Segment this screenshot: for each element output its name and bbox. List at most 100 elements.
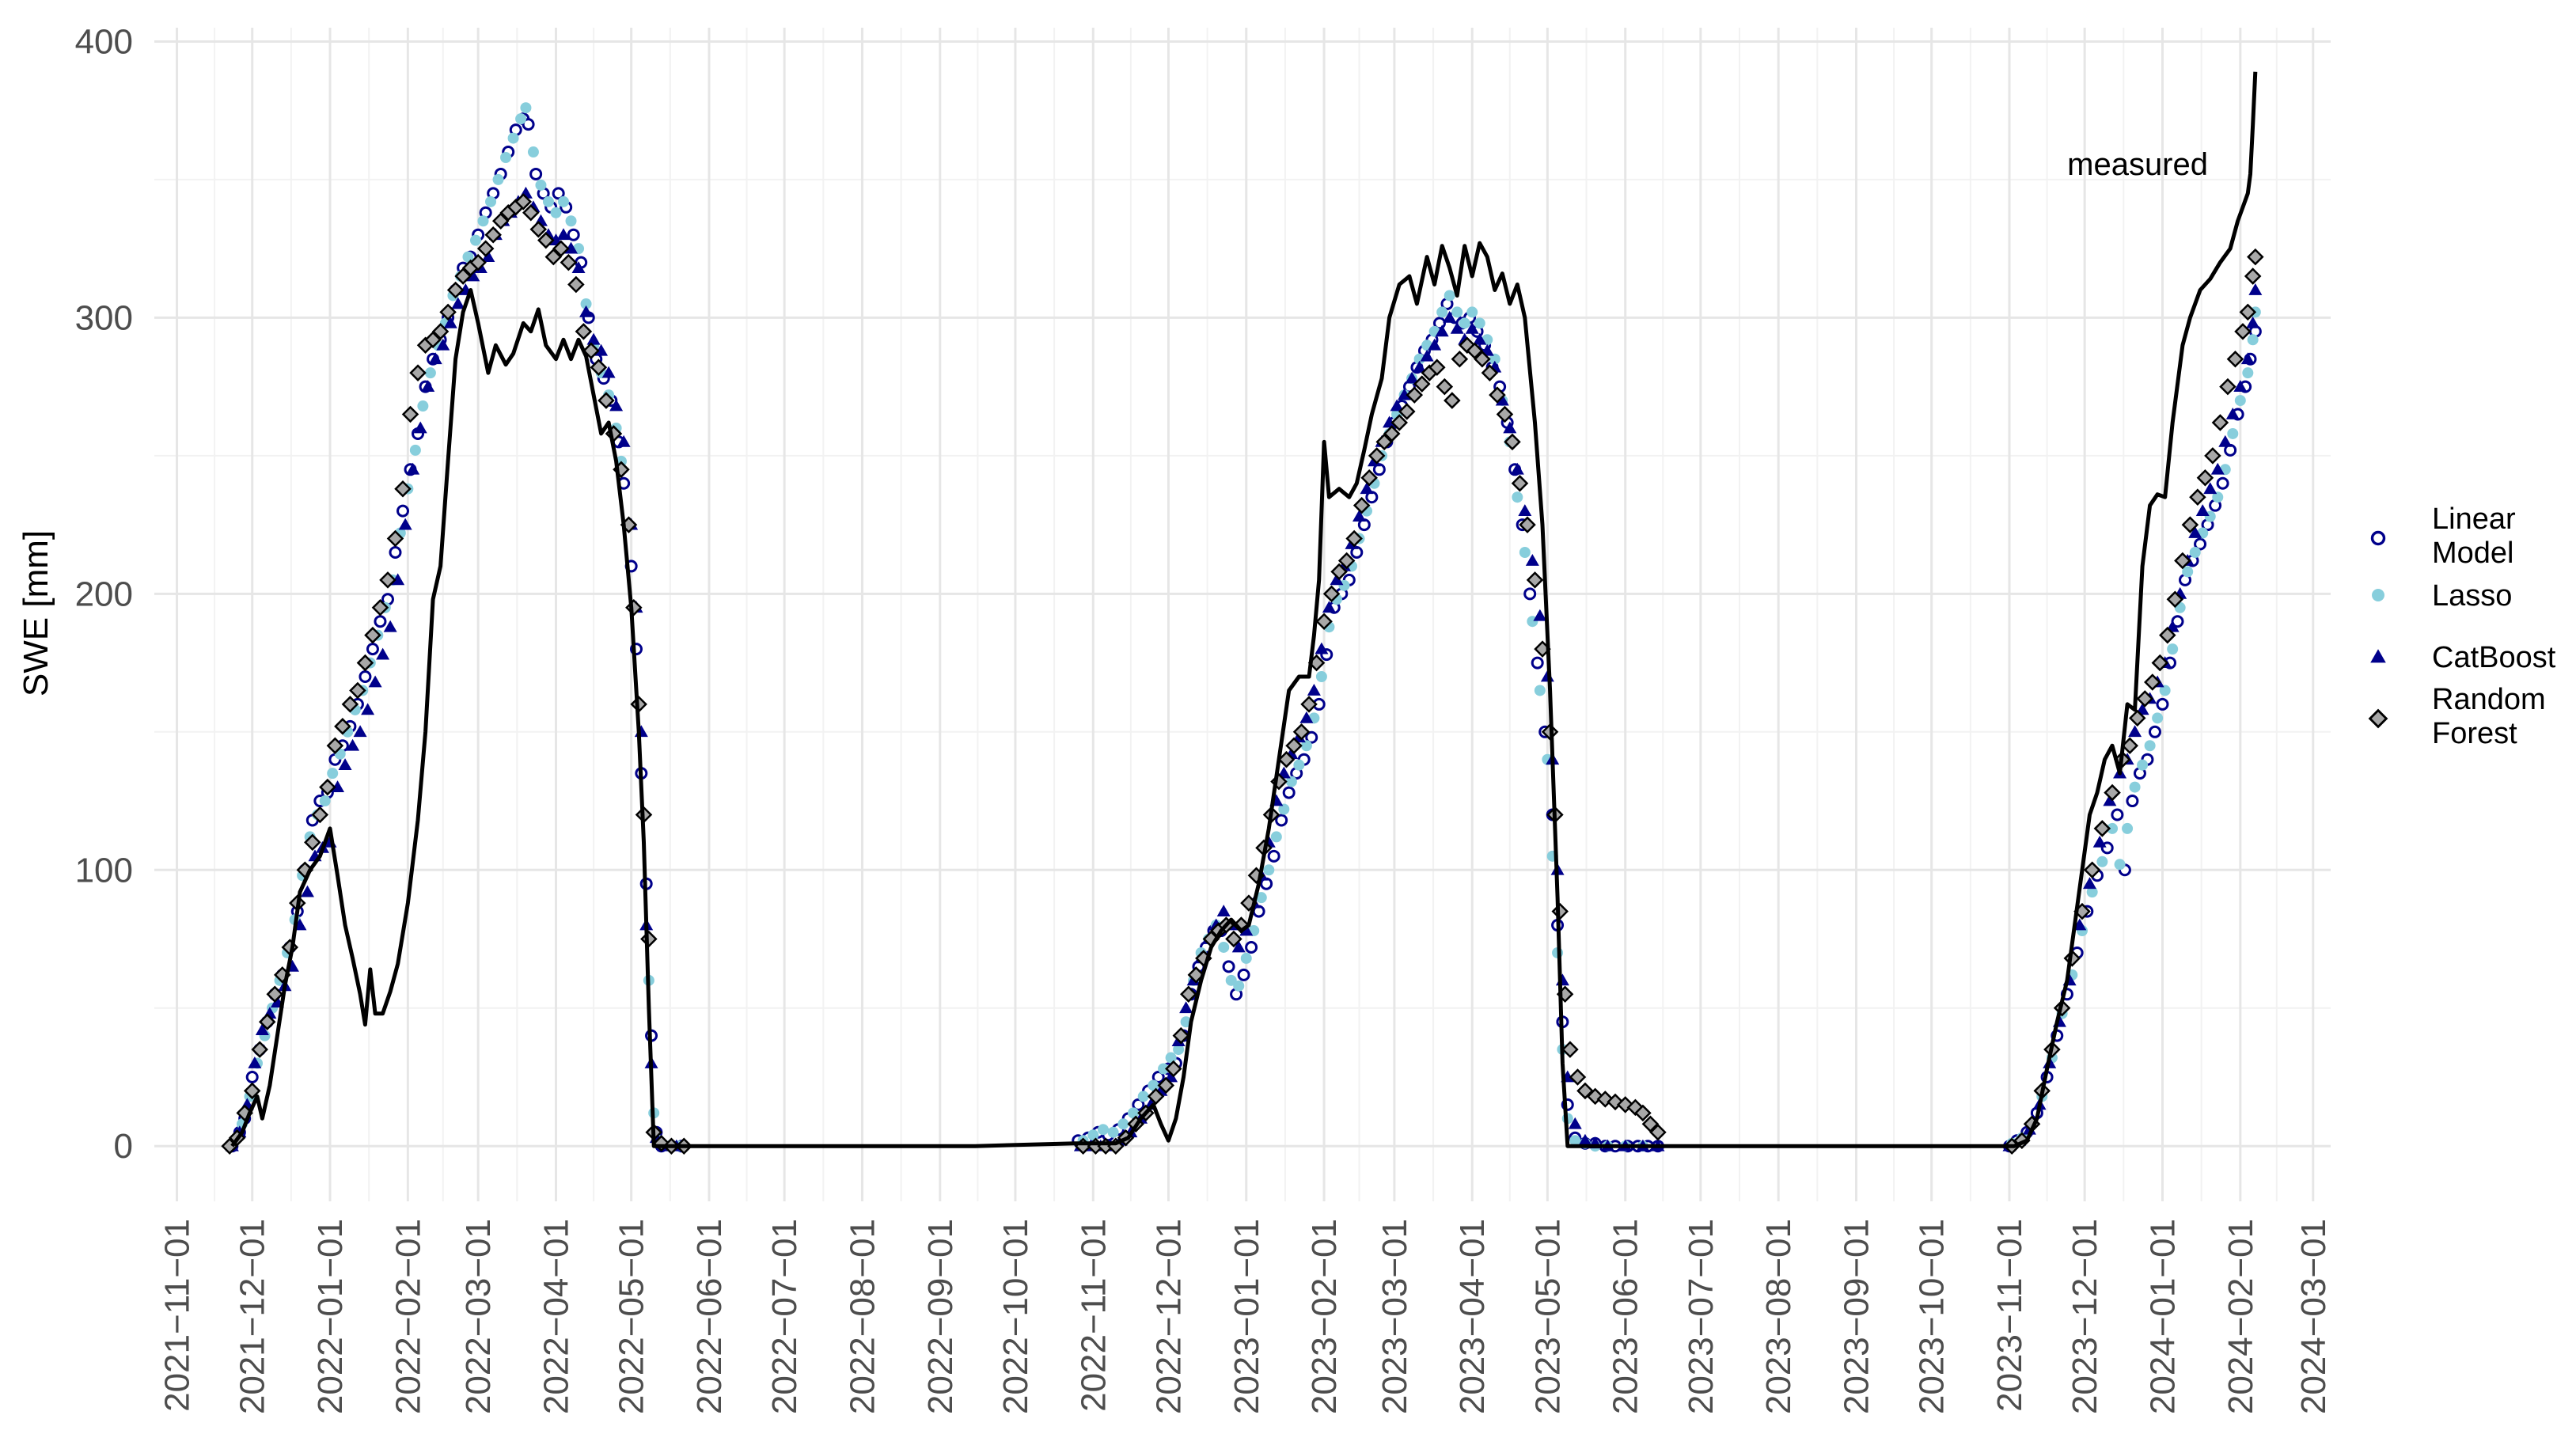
point-catboost — [361, 703, 375, 715]
point-catboost — [248, 1057, 262, 1068]
point-lasso — [1285, 776, 1297, 787]
series-linear-model — [226, 112, 2262, 1153]
point-linear-model — [1523, 587, 1537, 601]
point-catboost — [346, 738, 360, 751]
point-random-forest — [341, 696, 359, 713]
point-lasso — [469, 234, 481, 246]
point-linear-model — [1245, 940, 1258, 954]
point-random-forest — [1352, 496, 1371, 514]
point-lasso — [1512, 491, 1523, 503]
point-lasso — [1459, 317, 1470, 329]
x-tick-label: 2022−05−01 — [613, 1219, 651, 1414]
point-lasso — [1451, 306, 1463, 318]
point-lasso — [2234, 395, 2246, 407]
x-tick-label: 2022−12−01 — [1149, 1219, 1188, 1414]
point-lasso — [500, 152, 512, 164]
point-random-forest — [424, 331, 442, 349]
point-linear-model — [1151, 1070, 1165, 1083]
point-random-forest — [1451, 350, 1469, 368]
x-tick-label: 2024−03−01 — [2294, 1219, 2333, 1414]
point-catboost — [368, 675, 382, 688]
x-tick-label: 2023−07−01 — [1682, 1219, 1720, 1414]
legend-item-random-forest: Random Forest — [2368, 683, 2546, 750]
point-random-forest — [2226, 350, 2244, 368]
legend-key — [2370, 530, 2386, 546]
point-lasso — [535, 179, 547, 191]
point-random-forest — [552, 240, 570, 257]
point-linear-model — [366, 643, 379, 656]
point-linear-model — [529, 167, 543, 180]
point-lasso — [1519, 546, 1531, 558]
point-lasso — [2152, 712, 2164, 724]
point-lasso — [580, 298, 592, 309]
point-random-forest — [1322, 585, 1341, 603]
point-lasso — [507, 132, 519, 144]
grid-major — [154, 28, 2331, 1201]
point-random-forest — [251, 1041, 268, 1058]
point-random-forest — [2166, 590, 2184, 609]
point-random-forest — [2159, 626, 2176, 644]
point-catboost — [1413, 360, 1427, 373]
point-lasso — [558, 195, 570, 207]
point-catboost — [1360, 482, 1374, 495]
point-random-forest — [2128, 709, 2146, 727]
point-random-forest — [454, 267, 472, 285]
point-lasso — [2212, 491, 2224, 503]
y-axis-label: SWE [mm] — [17, 530, 55, 696]
point-random-forest — [2093, 820, 2111, 837]
point-lasso — [1293, 759, 1305, 771]
point-random-forest — [2151, 654, 2169, 672]
x-tick-label: 2022−08−01 — [843, 1219, 882, 1414]
point-random-forest — [1147, 1087, 1165, 1106]
point-catboost — [1518, 504, 1532, 517]
point-random-forest — [2211, 414, 2229, 431]
point-random-forest — [1466, 342, 1484, 360]
point-lasso — [492, 173, 504, 185]
point-catboost — [338, 758, 352, 771]
point-catboost — [1525, 553, 1539, 566]
point-random-forest — [1187, 966, 1205, 984]
point-lasso — [1270, 831, 1282, 843]
y-axis-ticks: 0 100 200 300 400 — [75, 22, 133, 1166]
point-lasso — [2182, 566, 2194, 578]
point-lasso — [485, 195, 497, 207]
x-tick-label: 2023−02−01 — [1305, 1219, 1344, 1414]
point-random-forest — [1180, 985, 1197, 1003]
point-lasso — [1218, 941, 1230, 953]
x-tick-label: 2024−02−01 — [2221, 1219, 2260, 1414]
point-catboost — [451, 297, 465, 309]
point-lasso — [2227, 427, 2239, 439]
x-tick-label: 2023−06−01 — [1607, 1219, 1645, 1414]
point-catboost — [1473, 332, 1487, 345]
x-tick-label: 2021−11−01 — [158, 1219, 197, 1412]
point-linear-model — [1222, 960, 1235, 973]
point-catboost — [2246, 316, 2260, 328]
point-random-forest — [1292, 723, 1311, 741]
point-random-forest — [364, 626, 381, 644]
point-linear-model — [1531, 656, 1544, 670]
point-catboost — [1503, 421, 1517, 434]
point-lasso — [2242, 367, 2254, 379]
point-random-forest — [1489, 386, 1506, 404]
x-tick-label: 2023−04−01 — [1453, 1219, 1492, 1414]
x-tick-label: 2023−08−01 — [1759, 1219, 1798, 1414]
point-catboost — [391, 573, 405, 586]
legend-key — [2370, 649, 2386, 663]
point-lasso — [527, 146, 539, 158]
point-random-forest — [258, 1013, 276, 1030]
series-lasso — [229, 102, 2261, 1152]
point-linear-model — [1132, 1098, 1145, 1111]
x-tick-label: 2023−03−01 — [1375, 1219, 1414, 1414]
point-random-forest — [311, 806, 329, 824]
x-tick-label: 2022−04−01 — [537, 1219, 575, 1414]
point-linear-model — [2156, 697, 2169, 711]
point-catboost — [1216, 905, 1231, 916]
point-random-forest — [1157, 1076, 1175, 1094]
point-random-forest — [1496, 405, 1514, 423]
point-random-forest — [1569, 1068, 1587, 1086]
measured-line — [230, 71, 2258, 1148]
point-random-forest — [1436, 377, 1454, 396]
point-random-forest — [1300, 696, 1318, 713]
point-linear-model — [552, 187, 565, 200]
point-catboost — [571, 261, 586, 273]
